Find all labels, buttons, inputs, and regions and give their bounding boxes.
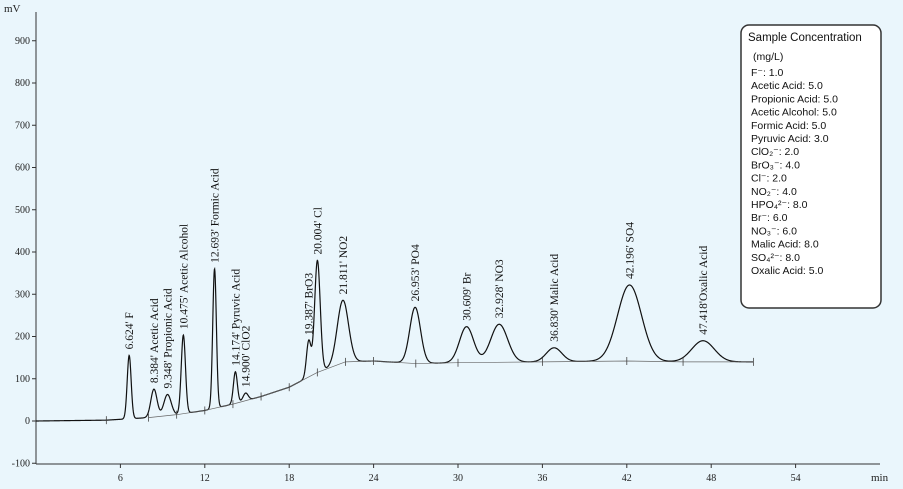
x-tick-label: 6: [118, 473, 123, 484]
peak-label: 36.830' Malic Acid: [549, 254, 561, 342]
x-tick-label: 36: [537, 473, 547, 484]
y-tick-label: 300: [15, 289, 30, 300]
legend-entry: NO₃⁻: 6.0: [751, 225, 797, 237]
peak-label: 19.387' BrO3: [304, 273, 316, 335]
legend-entry: Acetic Alcohol: 5.0: [751, 107, 837, 119]
legend-entry: HPO₄²⁻: 8.0: [751, 199, 808, 211]
legend-entry: ClO₂⁻: 2.0: [751, 146, 799, 158]
x-tick-label: 42: [622, 473, 632, 484]
legend-entry: SO₄²⁻: 8.0: [751, 252, 800, 264]
peak-label: 12.693' Formic Acid: [210, 168, 222, 263]
x-unit-label: min: [871, 472, 889, 484]
y-tick-label: 800: [15, 78, 30, 89]
trace-group: [36, 259, 754, 425]
x-tick-label: 48: [706, 473, 716, 484]
legend-entry: Br⁻: 6.0: [751, 212, 788, 224]
y-tick-label: 600: [15, 163, 30, 174]
legend-entry: Pyruvic Acid: 3.0: [751, 133, 829, 145]
peak-label: 8.384' Acetic Acid: [149, 298, 161, 383]
peak-label: 20.004' Cl: [312, 207, 324, 254]
peak-label: 47.418'Oxalic Acid: [698, 246, 710, 335]
peak-label: 21.811' NO2: [338, 236, 350, 295]
legend-entry: Oxalic Acid: 5.0: [751, 265, 824, 277]
peak-label: 32.928' NO3: [494, 259, 506, 318]
x-tick-label: 12: [200, 473, 210, 484]
x-tick-label: 18: [284, 473, 294, 484]
legend-entry: NO₂⁻: 4.0: [751, 186, 797, 198]
legend-entry: F⁻: 1.0: [751, 67, 784, 79]
peak-label: 14.900' ClO2: [241, 325, 253, 387]
peak-label: 10.475' Acetic Alcohol: [178, 224, 190, 329]
legend-entry: Propionic Acid: 5.0: [751, 93, 838, 105]
y-tick-label: 200: [15, 332, 30, 343]
x-tick-label: 30: [453, 473, 463, 484]
legend-entry: Acetic Acid: 5.0: [751, 80, 823, 92]
peak-labels: 6.624' F 8.384' Acetic Acid 9.348' Propion…: [124, 168, 710, 388]
y-tick-label: 0: [25, 416, 30, 427]
legend-box: [740, 24, 882, 309]
y-tick-label: 900: [15, 36, 30, 47]
peak-label: 42.196' SO4: [625, 222, 637, 279]
y-tick-label: 500: [15, 205, 30, 216]
peak-label: 30.609' Br: [462, 272, 474, 320]
legend-entry: BrO₃⁻: 4.0: [751, 159, 800, 171]
peak-label: 9.348' Propionic Acid: [163, 288, 175, 388]
y-tick-label: 400: [15, 247, 30, 258]
x-tick-label: 54: [791, 473, 801, 484]
x-tick-label: 24: [369, 473, 379, 484]
peak-label: 26.953' PO4: [410, 244, 422, 301]
legend: Sample Concentration (mg/L) F⁻: 1.0Aceti…: [740, 24, 882, 309]
y-unit-label: mV: [4, 3, 21, 15]
y-tick-label: -100: [12, 458, 30, 469]
peak-label: 14.174' Pyruvic Acid: [230, 269, 242, 366]
legend-unit: (mg/L): [753, 51, 783, 63]
y-tick-label: 700: [15, 120, 30, 131]
y-tick-label: 100: [15, 374, 30, 385]
legend-entry: Malic Acid: 8.0: [751, 239, 819, 251]
peak-label: 6.624' F: [124, 312, 136, 349]
legend-title: Sample Concentration: [748, 32, 862, 44]
legend-entry: Cl⁻: 2.0: [751, 173, 787, 185]
legend-entry: Formic Acid: 5.0: [751, 120, 826, 132]
ticks: 900 800 700 600 500 400 300 200 100 0 -100 6 12 18 24 3…: [12, 36, 801, 484]
